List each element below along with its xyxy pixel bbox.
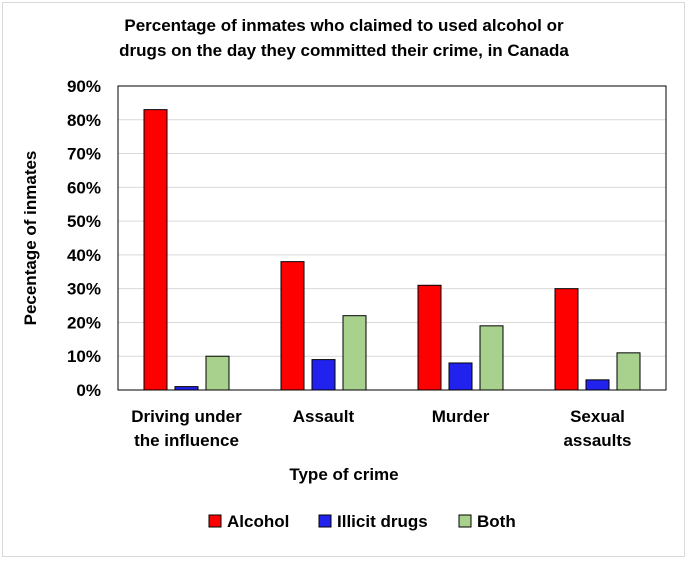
- bar-illicit-drugs: [174, 386, 199, 391]
- legend-swatch: [318, 514, 332, 528]
- chart-frame: Percentage of inmates who claimed to use…: [2, 2, 685, 557]
- x-category-label: Murder: [432, 407, 490, 426]
- legend-label: Alcohol: [227, 512, 289, 531]
- bars: [143, 109, 641, 391]
- bar-illicit-drugs: [585, 379, 610, 391]
- legend: Alcohol Illicit drugs Both: [208, 512, 516, 531]
- legend-label: Illicit drugs: [337, 512, 428, 531]
- x-category-label: Driving under: [131, 407, 242, 426]
- x-category-label: assaults: [563, 431, 631, 450]
- bar-illicit-drugs: [448, 362, 473, 391]
- bar-both: [479, 325, 504, 391]
- y-tick-label: 30%: [67, 280, 101, 299]
- gridlines: [118, 85, 666, 391]
- y-tick-label: 0%: [76, 381, 101, 400]
- chart-title-line: Percentage of inmates who claimed to use…: [124, 16, 564, 35]
- bar-alcohol: [143, 109, 168, 391]
- chart-title: Percentage of inmates who claimed to use…: [119, 16, 569, 60]
- bar-both: [205, 355, 230, 391]
- plot-area-border: [117, 85, 667, 391]
- bar-alcohol: [417, 284, 442, 391]
- y-tick-label: 20%: [67, 313, 101, 332]
- y-tick-label: 90%: [67, 77, 101, 96]
- x-category-label: the influence: [134, 431, 239, 450]
- bar-alcohol: [280, 261, 305, 391]
- x-axis-label: Type of crime: [289, 465, 398, 484]
- y-tick-label: 40%: [67, 246, 101, 265]
- x-category-labels: Driving under the influence Assault Murder S…: [131, 407, 631, 450]
- x-category-label: Sexual: [570, 407, 625, 426]
- bar-both: [616, 352, 641, 391]
- y-tick-label: 80%: [67, 111, 101, 130]
- legend-swatch: [208, 514, 222, 528]
- bar-both: [342, 315, 367, 391]
- y-tick-label: 60%: [67, 178, 101, 197]
- y-tick-label: 10%: [67, 347, 101, 366]
- y-tick-label: 70%: [67, 145, 101, 164]
- bar-illicit-drugs: [311, 359, 336, 391]
- legend-label: Both: [477, 512, 516, 531]
- x-category-label: Assault: [293, 407, 355, 426]
- y-axis-label: Pecentage of inmates: [21, 151, 40, 326]
- chart-title-line: drugs on the day they committed their cr…: [119, 41, 569, 60]
- y-tick-label: 50%: [67, 212, 101, 231]
- y-tick-labels: 0% 10% 20% 30% 40% 50% 60% 70% 80% 90%: [67, 77, 101, 400]
- legend-swatch: [458, 514, 472, 528]
- bar-alcohol: [554, 288, 579, 391]
- bar-chart: Percentage of inmates who claimed to use…: [21, 16, 667, 531]
